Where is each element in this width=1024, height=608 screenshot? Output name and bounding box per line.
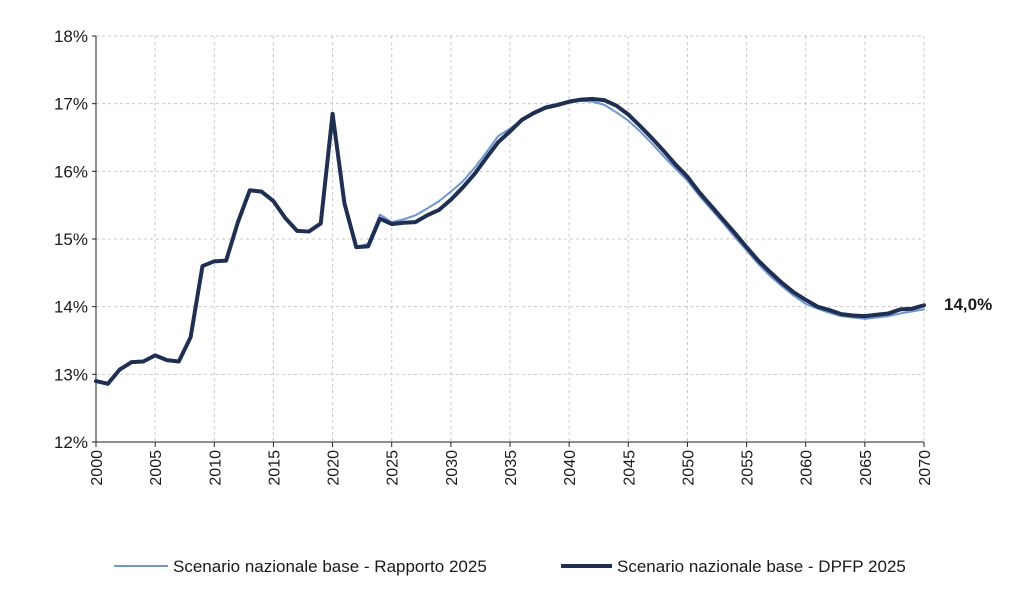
legend-label-dpfp: Scenario nazionale base - DPFP 2025 bbox=[617, 557, 906, 576]
legend: Scenario nazionale base - Rapporto 2025 … bbox=[114, 557, 906, 576]
x-tick-label: 2010 bbox=[207, 450, 224, 486]
y-tick-label: 17% bbox=[54, 95, 88, 114]
gridlines bbox=[96, 35, 925, 442]
x-tick-label: 2045 bbox=[621, 450, 638, 486]
x-tick-label: 2050 bbox=[680, 450, 697, 486]
x-tick-label: 2005 bbox=[148, 450, 165, 486]
x-tick-label: 2035 bbox=[503, 450, 520, 486]
y-tick-label: 16% bbox=[54, 162, 88, 181]
x-tick-label: 2065 bbox=[858, 450, 875, 486]
x-tick-label: 2040 bbox=[562, 450, 579, 486]
x-tick-label: 2025 bbox=[385, 450, 402, 486]
x-tick-label: 2060 bbox=[799, 450, 816, 486]
x-tick-label: 2020 bbox=[326, 450, 343, 486]
end-value-label: 14,0% bbox=[944, 295, 992, 314]
x-tick-label: 2015 bbox=[266, 450, 283, 486]
x-tick-label: 2055 bbox=[740, 450, 757, 486]
series-line-dpfp bbox=[94, 96, 926, 386]
legend-label-rapporto: Scenario nazionale base - Rapporto 2025 bbox=[173, 557, 487, 576]
x-tick-label: 2070 bbox=[917, 450, 934, 486]
y-tick-label: 13% bbox=[54, 365, 88, 384]
y-tick-label: 15% bbox=[54, 230, 88, 249]
axes bbox=[92, 35, 925, 447]
series-lines bbox=[94, 96, 926, 386]
x-tick-label: 2000 bbox=[89, 450, 106, 486]
y-tick-label: 12% bbox=[54, 433, 88, 452]
x-tick-label: 2030 bbox=[444, 450, 461, 486]
y-tick-label: 14% bbox=[54, 298, 88, 317]
y-tick-label: 18% bbox=[54, 27, 88, 46]
tick-labels: 12% 13% 14% 15% 16% 17% 18% 2000 2005 2010 2015 202… bbox=[54, 27, 934, 486]
